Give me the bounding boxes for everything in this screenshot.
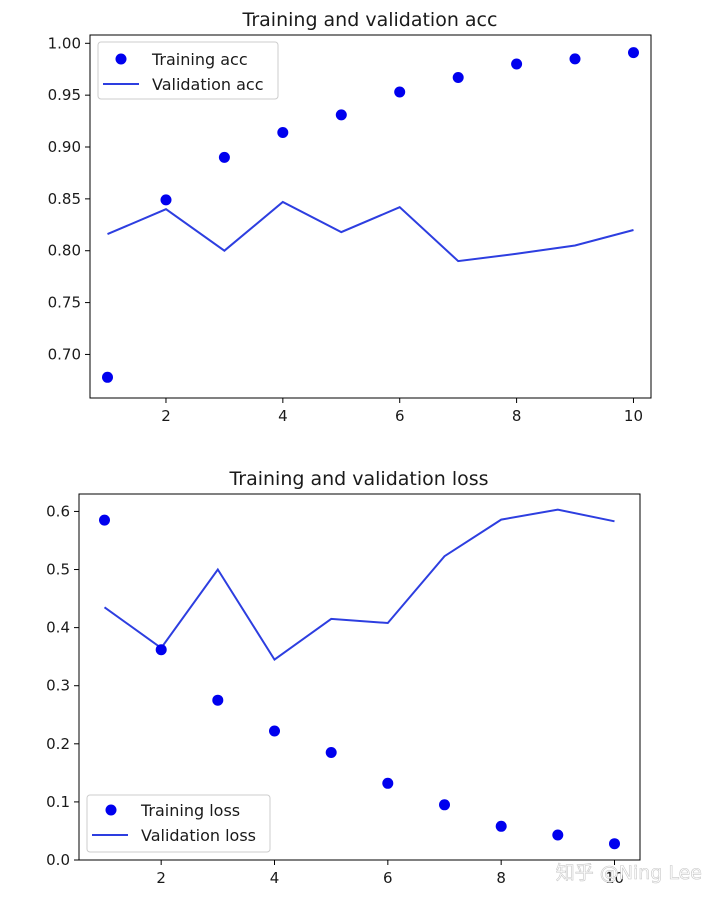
legend-marker-training-loss <box>105 804 117 816</box>
y-axis: 0.70 0.75 0.80 0.85 0.90 0.95 1.00 <box>48 34 90 363</box>
y-tick-label: 1.00 <box>48 34 81 52</box>
x-tick-label: 8 <box>512 407 522 425</box>
y-tick-label: 0.85 <box>48 190 81 208</box>
y-tick-label: 0.2 <box>46 735 70 753</box>
training-loss-point <box>269 725 280 737</box>
training-acc-point <box>218 151 230 163</box>
x-tick-label: 4 <box>278 407 288 425</box>
x-tick-label: 2 <box>161 407 171 425</box>
training-acc-point <box>102 371 113 383</box>
training-loss-point <box>439 799 450 811</box>
plot-frame <box>89 34 652 399</box>
plot-frame <box>78 493 641 861</box>
training-acc-point <box>160 194 172 206</box>
series-layer <box>99 508 620 850</box>
y-tick-label: 0.3 <box>46 677 70 695</box>
x-tick-label: 2 <box>156 869 166 887</box>
training-acc-point <box>569 53 581 65</box>
accuracy-chart: Training and validation acc 0.70 0.75 0.80… <box>48 9 652 425</box>
x-tick-label: 6 <box>383 869 393 887</box>
y-tick-label: 0.5 <box>46 561 70 579</box>
y-axis: 0.0 0.1 0.2 0.3 0.4 0.5 0.6 <box>46 502 79 869</box>
legend-label-training-acc: Training acc <box>151 50 248 69</box>
y-tick-label: 0.80 <box>48 242 81 260</box>
legend-box <box>97 41 279 100</box>
legend-marker-training-acc <box>115 53 127 65</box>
validation-acc-line <box>107 200 634 263</box>
training-loss-point <box>552 829 564 841</box>
y-tick-label: 0.4 <box>46 619 70 637</box>
legend-label-validation-acc: Validation acc <box>152 75 264 94</box>
x-axis: 2 4 6 8 10 <box>161 398 643 425</box>
legend: Training loss Validation loss <box>86 794 271 853</box>
y-tick-label: 0.1 <box>46 793 70 811</box>
training-acc-point <box>628 47 639 59</box>
validation-loss-line <box>103 508 615 662</box>
training-acc-point <box>511 58 523 70</box>
training-loss-point <box>325 747 337 758</box>
legend: Training acc Validation acc <box>97 41 279 100</box>
training-acc-point <box>452 72 464 83</box>
y-tick-label: 0.0 <box>46 851 70 869</box>
legend-box <box>86 794 271 853</box>
y-tick-label: 0.70 <box>48 345 81 363</box>
loss-chart: Training and validation loss 0.00.10.20.… <box>46 468 641 887</box>
legend-label-training-loss: Training loss <box>140 801 240 820</box>
y-tick-label: 0.90 <box>48 138 81 156</box>
x-tick-label: 10 <box>624 407 643 425</box>
chart-title: Training and validation acc <box>242 9 498 31</box>
training-acc-point <box>335 109 347 121</box>
x-tick-label: 6 <box>395 407 405 425</box>
series-layer <box>102 47 639 383</box>
training-acc-point <box>277 127 289 138</box>
x-tick-label: 10 <box>605 869 624 887</box>
x-tick-label: 4 <box>270 869 280 887</box>
training-loss-point <box>495 820 507 832</box>
training-loss-point <box>155 644 167 656</box>
y-tick-label: 0.6 <box>46 502 70 520</box>
training-acc-point <box>394 86 406 98</box>
x-axis: 2 4 6 8 10 <box>156 860 624 887</box>
chart-title: Training and validation loss <box>228 468 488 490</box>
x-tick-label: 8 <box>496 869 506 887</box>
training-loss-point <box>99 514 110 526</box>
y-tick-label: 0.95 <box>48 86 81 104</box>
legend-label-validation-loss: Validation loss <box>141 826 256 845</box>
training-loss-point <box>382 777 394 789</box>
y-tick-label: 0.75 <box>48 294 81 312</box>
watermark: 知乎 @Ning Lee <box>556 862 702 884</box>
training-loss-point <box>212 694 224 706</box>
training-loss-point <box>609 838 620 850</box>
